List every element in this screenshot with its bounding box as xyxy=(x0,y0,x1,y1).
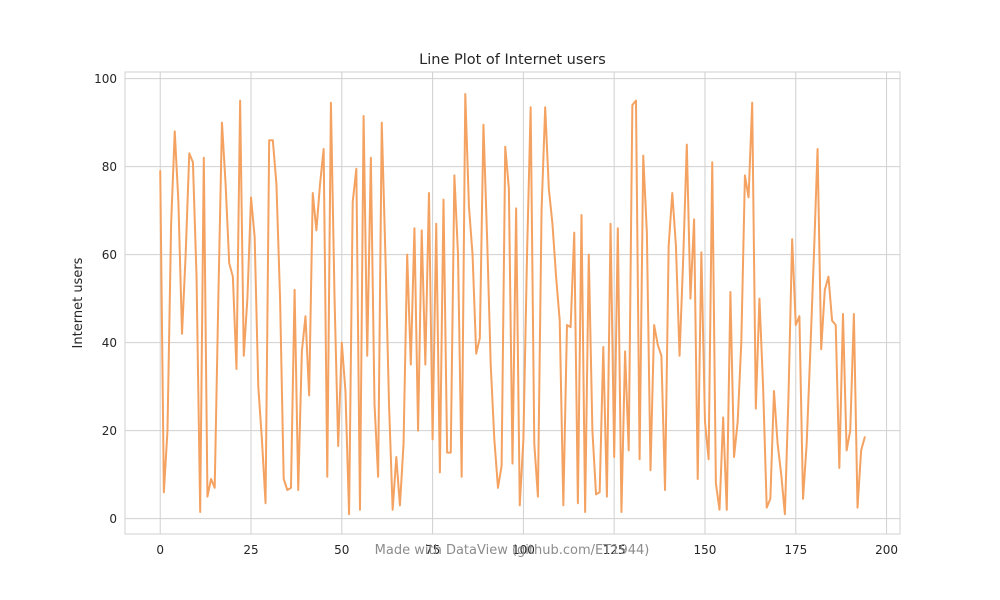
y-tick-label: 60 xyxy=(102,248,117,262)
x-tick-label: 0 xyxy=(156,543,164,557)
y-tick-label: 20 xyxy=(102,424,117,438)
x-axis-ticks: 0 25 50 75 100 125 150 175 200 xyxy=(156,543,898,557)
series-line xyxy=(159,93,866,516)
y-axis-ticks: 0 20 40 60 80 100 xyxy=(94,72,117,526)
y-tick-label: 100 xyxy=(94,72,117,86)
y-axis-label: Internet users xyxy=(71,257,86,348)
x-tick-label: 175 xyxy=(784,543,807,557)
x-tick-label: 125 xyxy=(603,543,626,557)
x-tick-label: 50 xyxy=(334,543,349,557)
grid xyxy=(125,72,900,534)
x-tick-label: 75 xyxy=(425,543,440,557)
x-tick-label: 200 xyxy=(875,543,898,557)
y-tick-label: 40 xyxy=(102,336,117,350)
x-tick-label: 25 xyxy=(243,543,258,557)
watermark-text: Made with DataView (github.com/ET1944) xyxy=(375,543,650,558)
plot-area-frame xyxy=(124,71,901,535)
x-tick-label: 150 xyxy=(694,543,717,557)
y-tick-label: 0 xyxy=(109,512,117,526)
chart-title: Line Plot of Internet users xyxy=(419,52,606,68)
y-tick-label: 80 xyxy=(102,160,117,174)
x-tick-label: 100 xyxy=(512,543,535,557)
